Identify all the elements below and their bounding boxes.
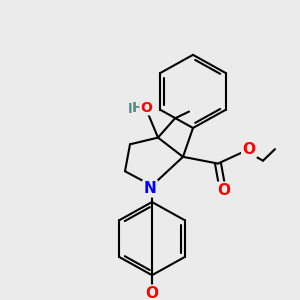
Text: -O: -O <box>135 102 153 116</box>
Text: O: O <box>140 101 152 115</box>
Text: N: N <box>144 181 156 196</box>
Text: H: H <box>128 102 140 116</box>
Text: N: N <box>144 181 156 196</box>
Text: O: O <box>242 142 256 157</box>
Text: O: O <box>218 183 230 198</box>
Text: O: O <box>146 286 158 300</box>
Text: H: H <box>132 101 144 115</box>
